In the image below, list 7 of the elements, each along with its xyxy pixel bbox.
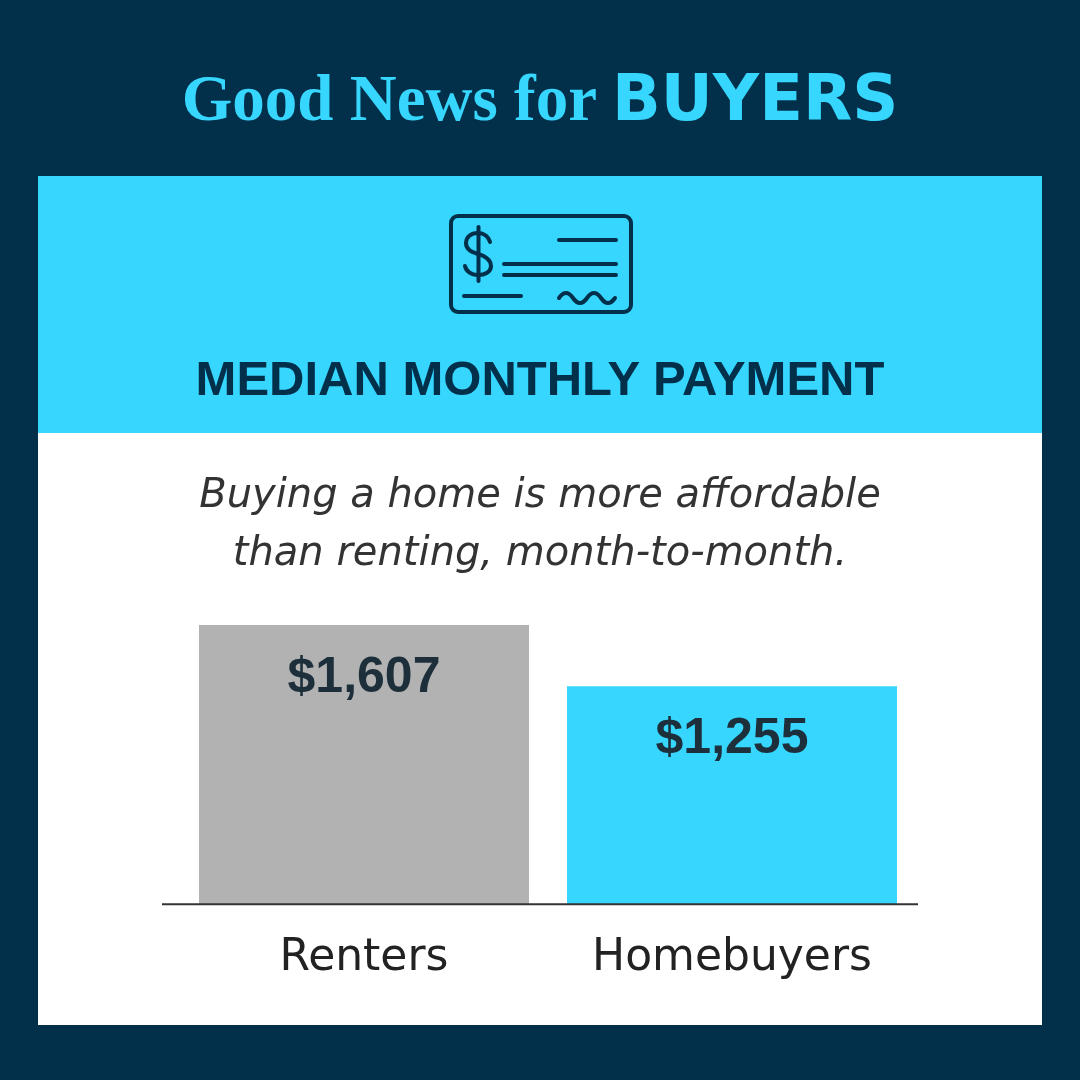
data-label: $1,255 [655, 708, 809, 765]
text: Buying a home is more affordable than renting, month-to-month. [198, 469, 882, 576]
data-label: $1,607 [287, 647, 441, 703]
chart-subtitle: MEDIAN MONTHLY PAYMENT [194, 350, 886, 407]
x-tick-label: Renters [279, 929, 449, 981]
x-tick-label: Homebuyers [592, 929, 872, 981]
chart-title: Good News for BUYERS [181, 61, 899, 135]
